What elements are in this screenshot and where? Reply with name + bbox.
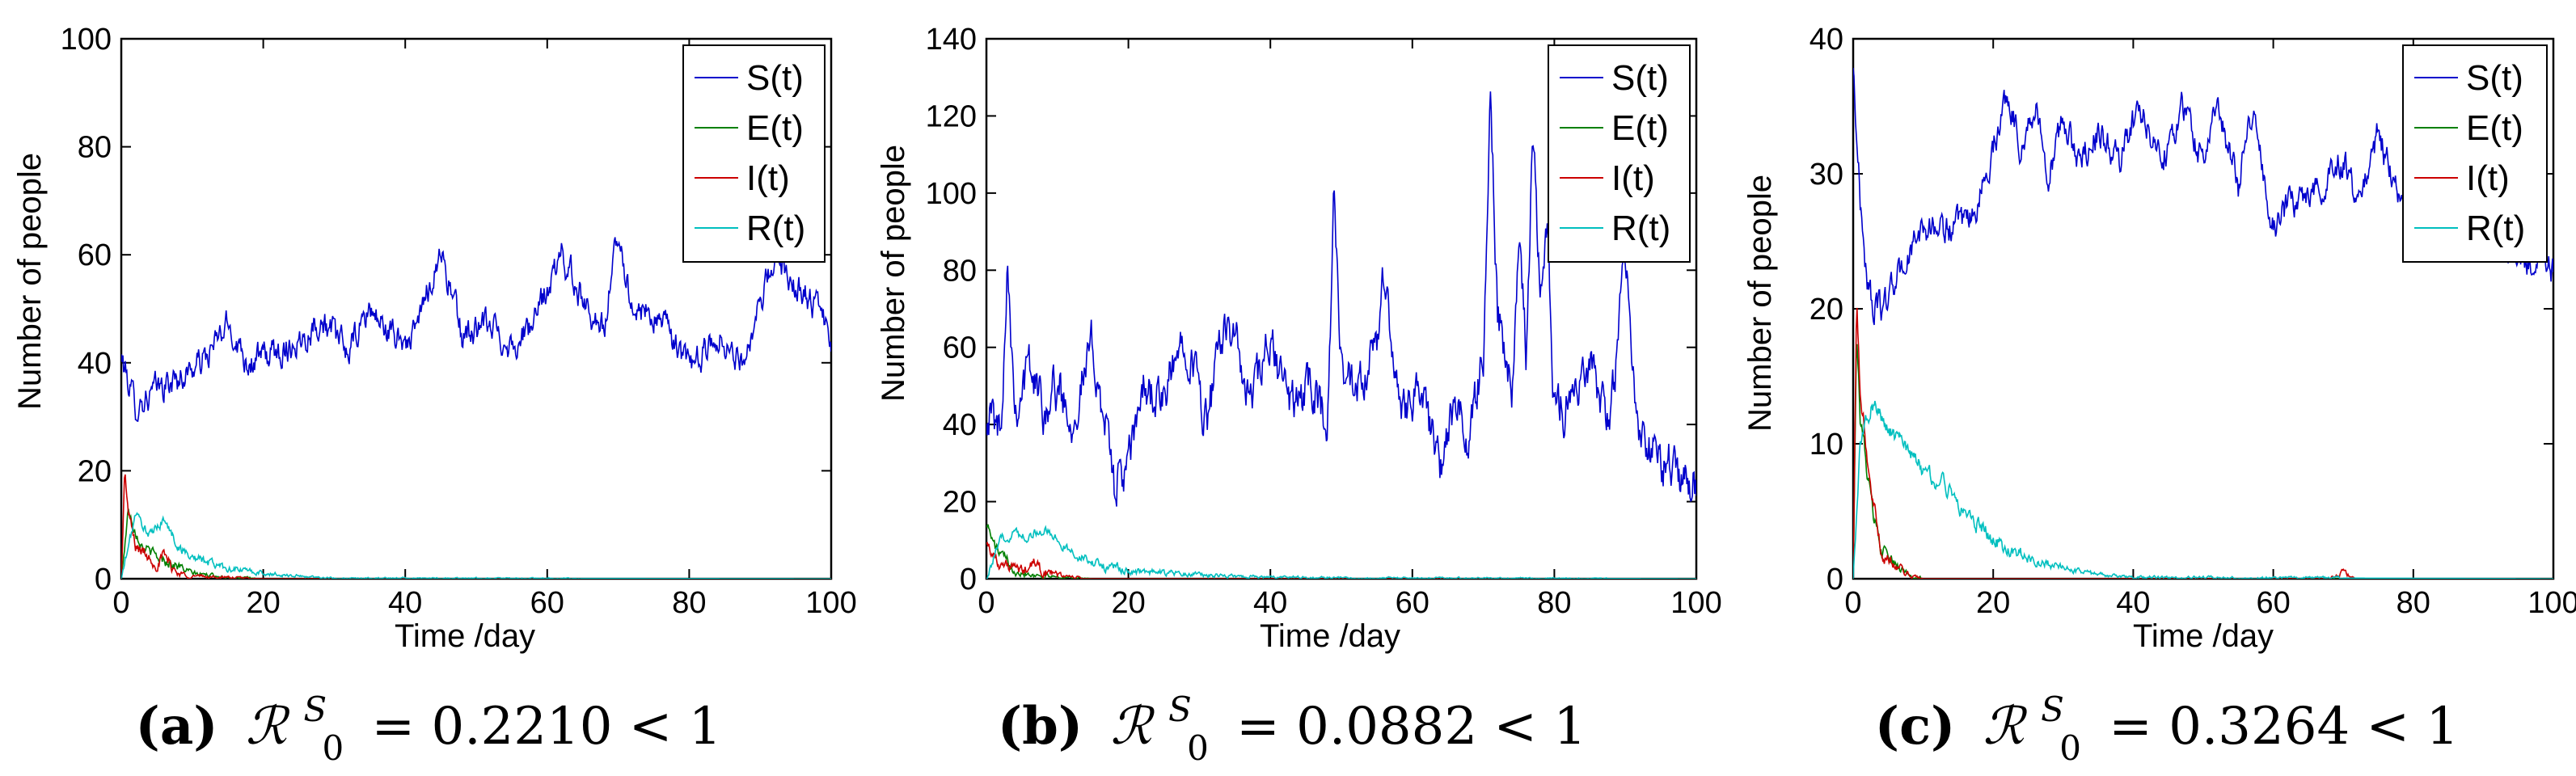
x-tick-label: 80: [672, 586, 706, 620]
caption-b-symbol: ℛ: [1111, 697, 1155, 757]
caption-c-label: (c): [1875, 696, 1956, 757]
x-tick-label: 80: [1537, 586, 1571, 620]
caption-c: (c) ℛ S 0 = 0.3264 < 1: [1875, 674, 2459, 773]
legend-label: R(t): [746, 209, 805, 248]
legend-label: I(t): [746, 158, 790, 198]
x-tick-label: 100: [2527, 586, 2576, 620]
y-tick-label: 60: [78, 238, 112, 272]
y-tick-label: 0: [95, 563, 112, 597]
legend-label: I(t): [2466, 158, 2510, 198]
caption-a-label: (a): [136, 696, 218, 757]
legend-label: R(t): [1611, 209, 1670, 248]
legend-box: [1548, 44, 1691, 263]
legend-box: [2402, 44, 2548, 263]
panel-c: 0 20 40 60 80 100 0 10 20 30 40 S(t) E(t) I(t) R(t) Ti…: [1742, 23, 2576, 773]
x-tick-label: 100: [1670, 586, 1721, 620]
y-tick-label: 0: [1826, 563, 1843, 597]
xlabel-b: Time /day: [1260, 618, 1400, 654]
legend-label: E(t): [746, 108, 804, 148]
series-line-s: [121, 237, 831, 422]
x-tick-label: 100: [805, 586, 856, 620]
x-tick-label: 20: [1976, 586, 2010, 620]
x-tick-label: 0: [112, 586, 129, 620]
legend-label: I(t): [1611, 158, 1655, 198]
y-tick-label: 80: [78, 131, 112, 165]
series-line-r: [986, 525, 1696, 579]
caption-a-symbol: ℛ: [246, 697, 290, 757]
y-tick-label: 40: [1810, 23, 1843, 57]
caption-c-sup: S: [2041, 690, 2064, 729]
x-tick-label: 60: [2256, 586, 2290, 620]
x-tick-label: 20: [246, 586, 280, 620]
xlabel-c: Time /day: [2133, 618, 2274, 654]
series-line-s: [986, 91, 1696, 507]
caption-a: (a) ℛ S 0 = 0.2210 < 1: [136, 674, 722, 773]
y-tick-label: 40: [78, 347, 112, 381]
caption-c-symbol: ℛ: [1983, 697, 2028, 757]
x-tick-label: 80: [2397, 586, 2430, 620]
x-tick-label: 0: [978, 586, 995, 620]
x-tick-label: 60: [1396, 586, 1429, 620]
plot-area-c: 0 20 40 60 80 100 0 10 20 30 40 S(t) E(t) I(t) R(t): [1810, 23, 2576, 620]
series-line-i: [121, 474, 831, 579]
plot-area-b: 0 20 40 60 80 100 0 20 40 60 80 100 120 140 S(t) E(t) I(…: [926, 23, 1722, 620]
xlabel-a: Time /day: [395, 618, 535, 654]
x-tick-label: 20: [1111, 586, 1145, 620]
y-tick-label: 100: [61, 23, 112, 57]
caption-b-label: (b): [998, 696, 1083, 757]
legend-label: E(t): [1611, 108, 1669, 148]
panel-b: 0 20 40 60 80 100 0 20 40 60 80 100 120 140 S(t) E(t) I(…: [876, 23, 1722, 773]
x-tick-label: 40: [388, 586, 422, 620]
series-line-r: [121, 512, 831, 579]
legend-box: [682, 44, 826, 263]
y-tick-label: 20: [943, 486, 977, 520]
ylabel-c: Number of people: [1742, 175, 1778, 432]
legend-label: S(t): [746, 58, 804, 98]
caption-b-sub: 0: [1187, 728, 1209, 768]
caption-b-rest: = 0.0882 < 1: [1236, 697, 1586, 757]
x-tick-label: 60: [530, 586, 564, 620]
caption-a-sup: S: [303, 690, 327, 729]
legend-label: E(t): [2466, 108, 2523, 148]
y-tick-label: 30: [1810, 158, 1843, 192]
caption-a-sub: 0: [322, 728, 344, 768]
x-tick-label: 0: [1844, 586, 1861, 620]
y-tick-label: 10: [1810, 428, 1843, 462]
ylabel-b: Number of people: [876, 145, 911, 402]
caption-a-rest: = 0.2210 < 1: [372, 697, 722, 757]
y-tick-label: 140: [926, 23, 977, 57]
caption-b-sup: S: [1168, 690, 1192, 729]
y-tick-label: 0: [960, 563, 977, 597]
ylabel-a: Number of people: [12, 153, 48, 410]
legend-label: R(t): [2466, 209, 2525, 248]
caption-c-sub: 0: [2059, 728, 2081, 768]
legend-label: S(t): [1611, 58, 1669, 98]
y-tick-label: 80: [943, 254, 977, 288]
x-tick-label: 40: [1253, 586, 1287, 620]
plot-area-a: 0 20 40 60 80 100 0 20 40 60 80 100 S(t) E(t) I(t) R(t): [61, 23, 857, 620]
y-tick-label: 100: [926, 177, 977, 211]
legend-label: S(t): [2466, 58, 2523, 98]
y-tick-label: 60: [943, 331, 977, 365]
y-tick-label: 120: [926, 99, 977, 133]
caption-c-rest: = 0.3264 < 1: [2109, 697, 2459, 757]
x-tick-label: 40: [2116, 586, 2150, 620]
panel-a: 0 20 40 60 80 100 0 20 40 60 80 100 S(t) E(t) I(t) R(t)…: [12, 23, 857, 773]
series-line-r: [1853, 400, 2553, 579]
y-tick-label: 20: [1810, 293, 1843, 327]
caption-b: (b) ℛ S 0 = 0.0882 < 1: [998, 674, 1586, 773]
y-tick-label: 20: [78, 454, 112, 488]
y-tick-label: 40: [943, 408, 977, 442]
